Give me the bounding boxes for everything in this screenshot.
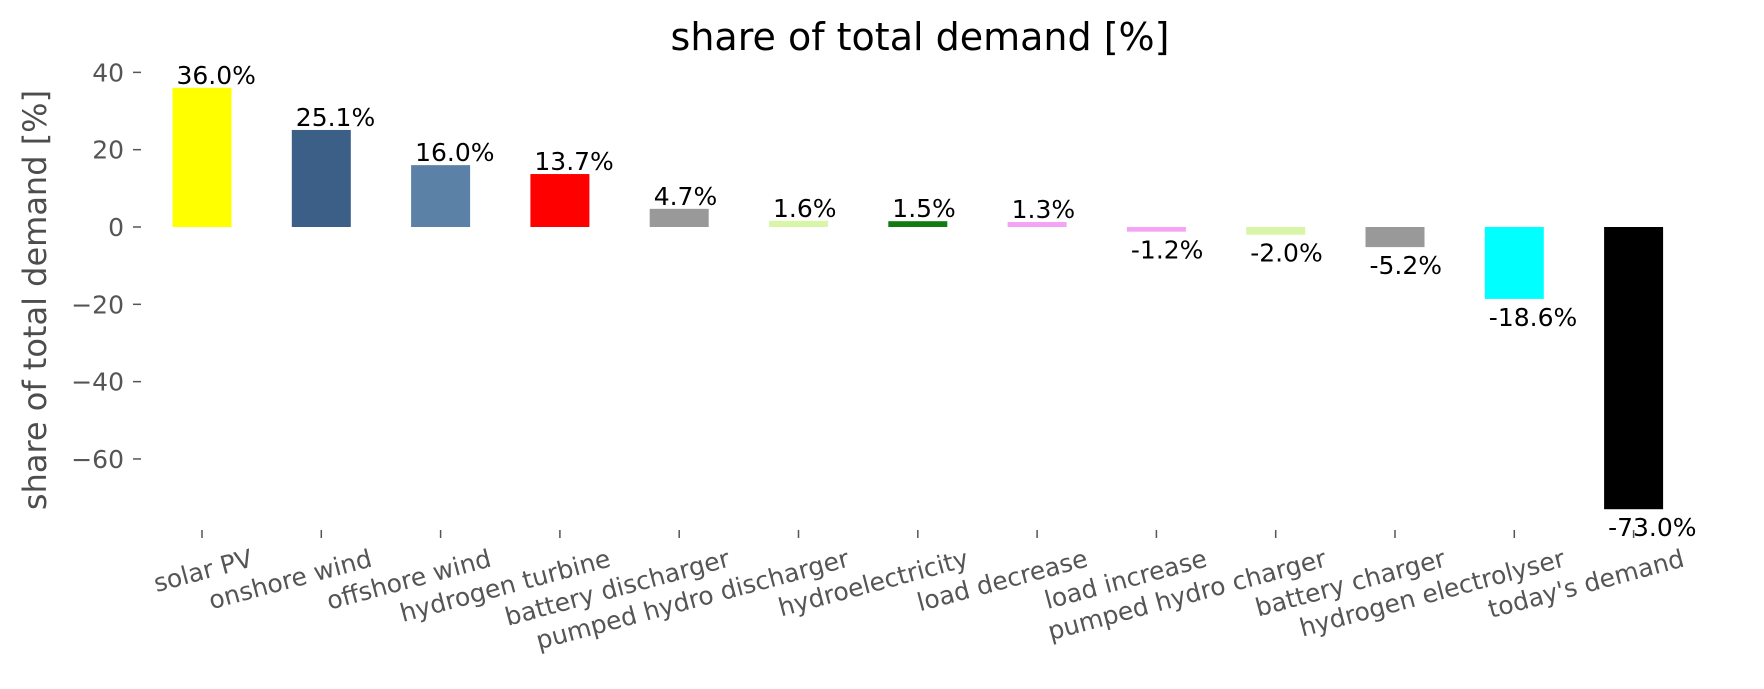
bar xyxy=(1604,227,1664,510)
bar-value-label: -5.2% xyxy=(1370,251,1443,280)
bar-value-labels: 36.0% 25.1% 16.0% 13.7% 4.7% 1.6% 1.5% 1.3% -1.2… xyxy=(177,61,1697,542)
bar-value-label: 16.0% xyxy=(415,138,494,167)
bar xyxy=(888,221,948,227)
chart-title: share of total demand [%] xyxy=(671,15,1170,59)
bar xyxy=(1246,227,1306,235)
bar-value-label: 13.7% xyxy=(534,147,613,176)
bar xyxy=(769,220,828,227)
y-tick-label: 20 xyxy=(92,136,124,165)
y-tick-label: −40 xyxy=(71,368,124,397)
bar-value-label: 1.5% xyxy=(892,194,956,223)
bar-value-label: -18.6% xyxy=(1489,303,1577,332)
bar-value-label: 1.6% xyxy=(773,194,837,223)
bar xyxy=(1365,227,1425,248)
bar-value-label: 4.7% xyxy=(654,182,718,211)
y-axis: 40 20 0 −20 −40 −60 xyxy=(71,58,141,474)
bar-value-label: 25.1% xyxy=(296,103,375,132)
y-axis-label: share of total demand [%] xyxy=(16,90,54,510)
bar xyxy=(411,165,471,227)
bar-value-label: -73.0% xyxy=(1608,513,1696,542)
bar-value-label: -2.0% xyxy=(1250,239,1323,268)
bar xyxy=(1126,227,1186,232)
bar xyxy=(649,208,709,227)
bar-value-label: 1.3% xyxy=(1012,195,1076,224)
bar-value-label: 36.0% xyxy=(177,61,256,90)
y-tick-label: −60 xyxy=(71,445,124,474)
bar xyxy=(1484,227,1544,299)
y-tick-label: −20 xyxy=(71,290,124,319)
y-tick-label: 40 xyxy=(92,58,124,87)
bar xyxy=(1007,221,1067,227)
bar xyxy=(291,129,351,227)
bars xyxy=(172,87,1664,510)
bar xyxy=(172,87,232,227)
bar-value-label: -1.2% xyxy=(1131,236,1204,265)
bar xyxy=(530,174,590,227)
y-tick-label: 0 xyxy=(108,213,124,242)
